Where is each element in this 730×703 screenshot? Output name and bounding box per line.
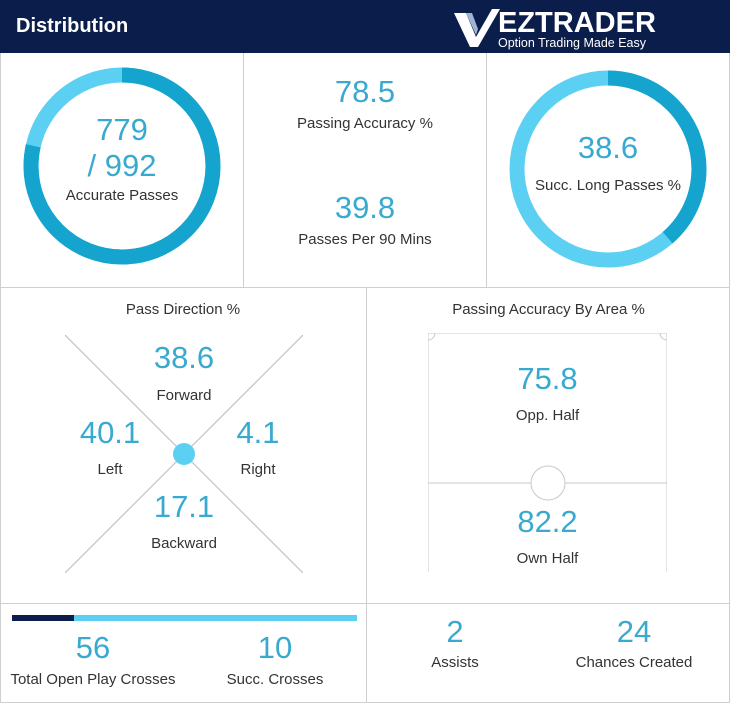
pass-forward-label: Forward (156, 387, 212, 404)
pass-left-value: 40.1 (79, 415, 141, 450)
total-crosses-label: Total Open Play Crosses (10, 671, 176, 688)
pass-forward-value: 38.6 (153, 340, 215, 375)
logo-tagline: Option Trading Made Easy (498, 36, 646, 50)
passing-accuracy-value: 78.5 (334, 74, 396, 109)
pass-backward-value: 17.1 (153, 489, 215, 524)
pass-direction-center-dot (173, 443, 195, 465)
divider (0, 603, 730, 604)
accurate-passes-label: Accurate Passes (65, 187, 179, 204)
own-half-value: 82.2 (517, 504, 578, 539)
pass-right-value: 4.1 (236, 415, 280, 450)
accurate-passes-ring (23, 67, 221, 265)
passing-accuracy-label: Passing Accuracy % (297, 115, 433, 132)
pass-direction-title: Pass Direction % (125, 301, 241, 318)
long-passes-label: Succ. Long Passes % (535, 177, 681, 194)
long-passes-value: 38.6 (577, 130, 639, 165)
divider (243, 53, 244, 287)
long-passes-ring (509, 70, 707, 268)
assists-value: 2 (446, 614, 464, 649)
pass-left-label: Left (97, 461, 123, 478)
pitch-diagram (428, 333, 667, 572)
total-crosses-value: 56 (75, 630, 111, 665)
passes-per-90-value: 39.8 (334, 190, 396, 225)
succ-crosses-value: 10 (257, 630, 293, 665)
page-title: Distribution (16, 15, 129, 37)
succ-crosses-label: Succ. Crosses (226, 671, 324, 688)
crosses-progress-fill (12, 615, 75, 621)
passes-per-90-label: Passes Per 90 Mins (298, 231, 432, 248)
accurate-passes-total: / 992 (87, 148, 157, 183)
accurate-passes-value: 779 (96, 112, 148, 147)
divider (0, 53, 1, 703)
header-bar: Distribution EZTRADER Option Trading Mad… (0, 0, 730, 53)
long-passes-ring-fill (509, 70, 707, 268)
assists-label: Assists (431, 654, 479, 671)
pass-direction-diagram (65, 335, 303, 573)
divider (366, 287, 367, 703)
pass-backward-label: Backward (151, 535, 217, 552)
accuracy-by-area-title: Passing Accuracy By Area % (452, 301, 645, 318)
divider (486, 53, 487, 287)
logo-brand: EZTRADER (498, 7, 656, 39)
crosses-progress-bar (12, 615, 357, 621)
chances-label: Chances Created (575, 654, 693, 671)
accurate-passes-ring-fill (23, 67, 221, 265)
chances-value: 24 (616, 614, 652, 649)
ez-check-icon (454, 9, 500, 47)
pitch-center-circle (530, 465, 566, 501)
opp-half-label: Opp. Half (515, 407, 580, 424)
eztrader-logo[interactable]: EZTRADER Option Trading Made Easy (452, 7, 667, 50)
opp-half-value: 75.8 (517, 361, 578, 396)
own-half-label: Own Half (516, 550, 579, 567)
divider (0, 287, 730, 288)
pass-right-label: Right (240, 461, 276, 478)
